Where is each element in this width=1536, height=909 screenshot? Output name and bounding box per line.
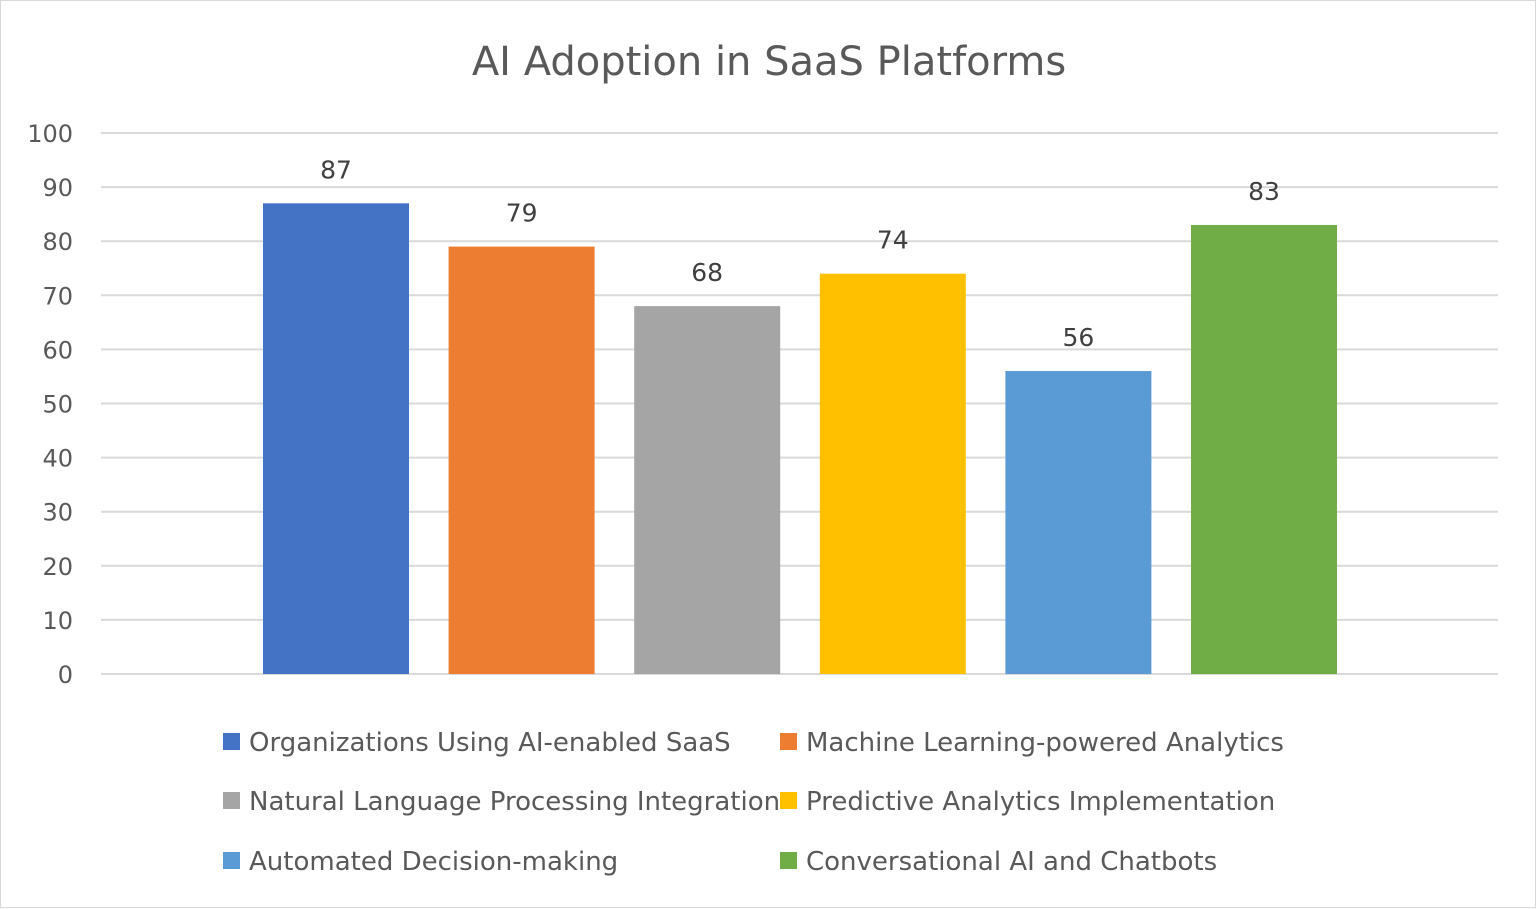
- y-tick-label: 80: [42, 228, 73, 256]
- data-label: 74: [877, 226, 909, 255]
- y-tick-label: 70: [42, 282, 73, 310]
- data-label: 83: [1248, 177, 1280, 206]
- legend-swatch: [780, 792, 797, 809]
- legend-entry: Conversational AI and Chatbots: [806, 847, 1217, 877]
- legend-entry: Machine Learning-powered Analytics: [806, 728, 1284, 758]
- y-tick-label: 50: [42, 391, 73, 419]
- data-label: 56: [1062, 323, 1094, 352]
- bar-6: [1191, 224, 1337, 674]
- legend-swatch: [223, 852, 240, 869]
- data-label: 79: [506, 199, 538, 228]
- legend-entry: Organizations Using AI-enabled SaaS: [249, 728, 731, 758]
- y-tick-label: 40: [42, 445, 73, 473]
- data-label: 87: [320, 155, 352, 184]
- legend-entry: Automated Decision-making: [249, 847, 618, 877]
- bar-3: [634, 306, 781, 674]
- bar-4: [819, 273, 966, 674]
- y-tick-label: 10: [42, 607, 73, 635]
- legend-entry: Natural Language Processing Integration: [249, 787, 780, 817]
- y-tick-label: 30: [42, 499, 73, 527]
- legend-swatch: [780, 852, 797, 869]
- bar-5: [1005, 371, 1152, 674]
- legend-swatch: [780, 733, 797, 750]
- y-tick-label: 0: [58, 661, 73, 689]
- legend-swatch: [223, 792, 240, 809]
- data-label: 68: [691, 258, 723, 287]
- bars: [263, 203, 1337, 675]
- legend-swatch: [223, 733, 240, 750]
- chart-title: AI Adoption in SaaS Platforms: [472, 39, 1066, 85]
- legend: Organizations Using AI-enabled SaaS Machi…: [223, 728, 1284, 877]
- y-tick-label: 60: [42, 336, 73, 364]
- y-tick-label: 90: [42, 174, 73, 202]
- bar-2: [448, 246, 595, 675]
- data-labels: 87 79 68 74 56 83: [320, 155, 1280, 352]
- y-tick-label: 100: [27, 120, 73, 148]
- y-axis: 0 10 20 30 40 50 60 70 80 90 100: [27, 120, 73, 689]
- bar-1: [263, 203, 409, 674]
- y-tick-label: 20: [42, 553, 73, 581]
- legend-entry: Predictive Analytics Implementation: [806, 787, 1275, 817]
